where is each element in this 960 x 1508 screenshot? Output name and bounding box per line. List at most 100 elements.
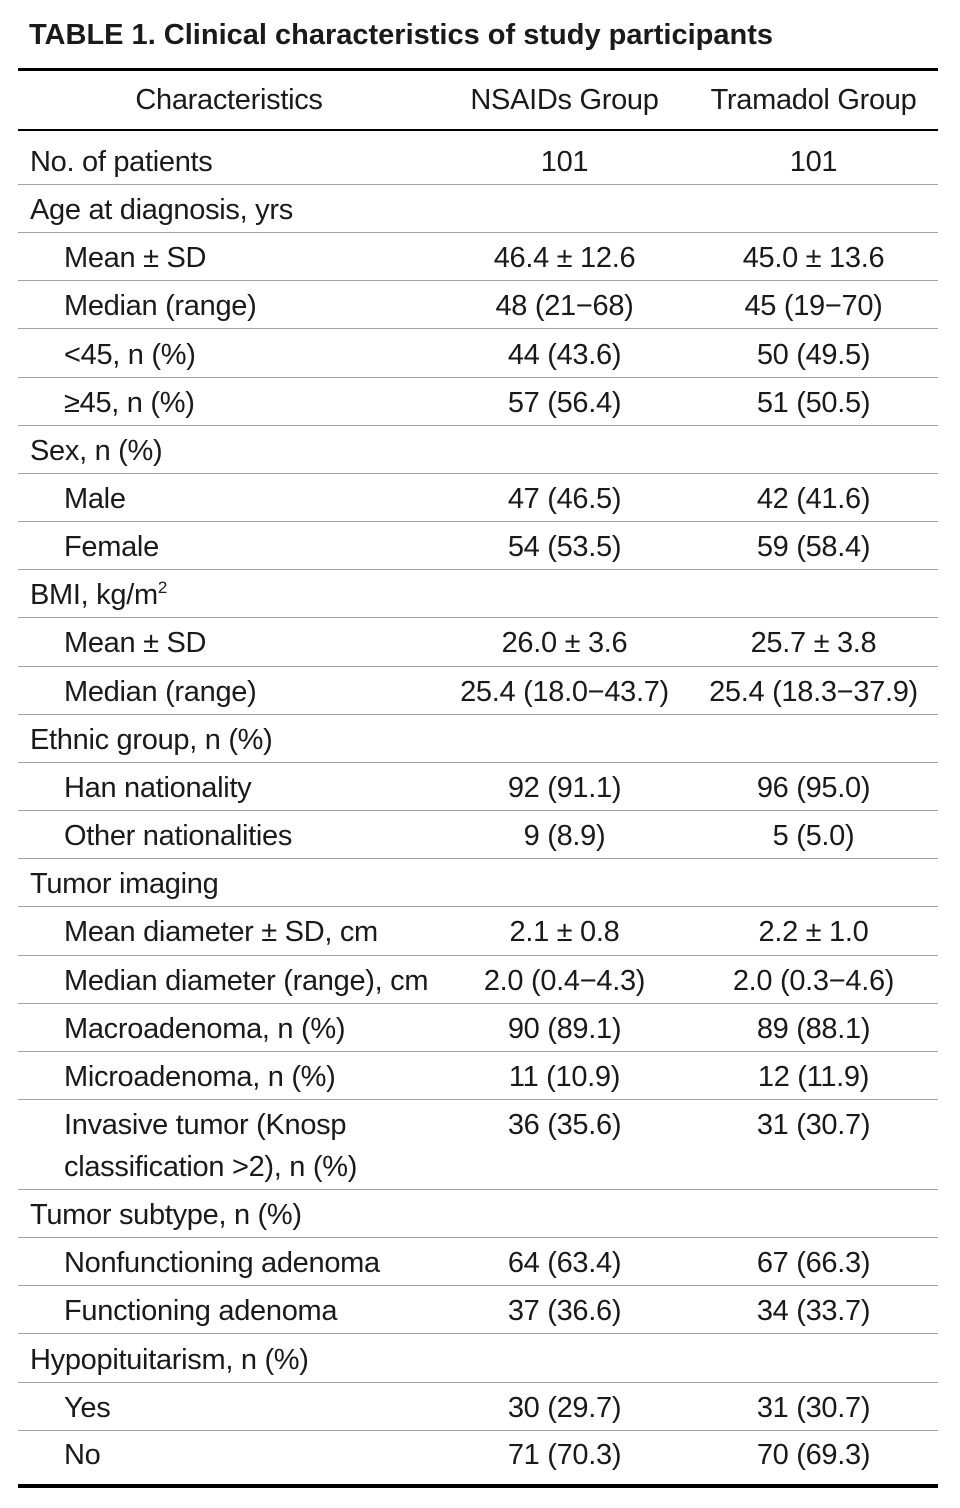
nsaids-value: 44 (43.6) [507, 338, 622, 371]
nsaids-value: 90 (89.1) [507, 1012, 622, 1045]
table-row: ≥45, n (%) 57 (56.4) 51 (50.5) [18, 378, 938, 426]
section-row: Hypopituitarism, n (%) [18, 1334, 938, 1383]
table-row: Female 54 (53.5) 59 (58.4) [18, 522, 938, 571]
nsaids-value: 46.4 ± 12.6 [493, 242, 636, 275]
table-row: Microadenoma, n (%) 11 (10.9) 12 (11.9) [18, 1052, 938, 1100]
table-row: Yes 30 (29.7) 31 (30.7) [18, 1383, 938, 1431]
tramadol-value: 59 (58.4) [756, 531, 871, 564]
table-row: No 71 (70.3) 70 (69.3) [18, 1431, 938, 1484]
nsaids-value: 92 (91.1) [507, 771, 622, 804]
section-label: Sex, n (%) [30, 434, 163, 467]
row-label: Female [64, 531, 159, 564]
row-label: ≥45, n (%) [64, 386, 195, 419]
tramadol-value: 2.0 (0.3−4.6) [732, 964, 895, 997]
row-label: No [64, 1439, 101, 1472]
row-label: Median (range) [64, 290, 257, 323]
table-row: Mean diameter ± SD, cm 2.1 ± 0.8 2.2 ± 1… [18, 907, 938, 956]
nsaids-value: 25.4 (18.0−43.7) [460, 675, 669, 708]
nsaids-value: 26.0 ± 3.6 [501, 627, 628, 660]
nsaids-value: 64 (63.4) [507, 1247, 622, 1280]
section-row: Tumor imaging [18, 859, 938, 908]
row-label: Male [64, 483, 126, 516]
tramadol-value: 25.7 ± 3.8 [750, 627, 877, 660]
tramadol-value: 101 [789, 145, 838, 178]
table-row: Other nationalities 9 (8.9) 5 (5.0) [18, 811, 938, 860]
tramadol-value: 89 (88.1) [756, 1012, 871, 1045]
nsaids-value: 57 (56.4) [507, 386, 622, 419]
tramadol-value: 45.0 ± 13.6 [742, 242, 885, 275]
table-row: Median (range) 25.4 (18.0−43.7) 25.4 (18… [18, 667, 938, 715]
table-row: Mean ± SD 46.4 ± 12.6 45.0 ± 13.6 [18, 233, 938, 282]
table-row: Macroadenoma, n (%) 90 (89.1) 89 (88.1) [18, 1004, 938, 1052]
tramadol-value: 31 (30.7) [756, 1391, 871, 1424]
header-row: Characteristics NSAIDs Group Tramadol Gr… [18, 71, 938, 129]
table-row: No. of patients 101 101 [18, 131, 938, 185]
table-row: Han nationality 92 (91.1) 96 (95.0) [18, 763, 938, 812]
section-row: Age at diagnosis, yrs [18, 185, 938, 234]
tramadol-value: 51 (50.5) [756, 386, 871, 419]
nsaids-value: 11 (10.9) [508, 1060, 621, 1093]
row-label: Mean ± SD [64, 242, 207, 275]
nsaids-value: 54 (53.5) [507, 531, 622, 564]
nsaids-value: 37 (36.6) [507, 1295, 622, 1328]
column-header-nsaids-group: NSAIDs Group [470, 84, 659, 116]
section-row: BMI, kg/m2 [18, 570, 938, 619]
section-label: Tumor imaging [30, 868, 219, 901]
table-row: Invasive tumor (Knosp classification >2)… [18, 1100, 938, 1190]
section-row: Ethnic group, n (%) [18, 715, 938, 763]
tramadol-value: 45 (19−70) [744, 290, 883, 323]
clinical-characteristics-table: Characteristics NSAIDs Group Tramadol Gr… [18, 68, 938, 1488]
tramadol-value: 25.4 (18.3−37.9) [709, 675, 918, 708]
table-row: Median diameter (range), cm 2.0 (0.4−4.3… [18, 956, 938, 1004]
section-row: Sex, n (%) [18, 426, 938, 474]
section-row: Tumor subtype, n (%) [18, 1190, 938, 1239]
tramadol-value: 5 (5.0) [772, 820, 855, 853]
row-label: Macroadenoma, n (%) [64, 1012, 346, 1045]
bottom-rule [18, 1483, 938, 1488]
row-label: Microadenoma, n (%) [64, 1060, 336, 1093]
nsaids-value: 2.1 ± 0.8 [509, 916, 620, 949]
section-label: Hypopituitarism, n (%) [30, 1343, 309, 1376]
row-label: Functioning adenoma [64, 1295, 338, 1328]
table-row: Nonfunctioning adenoma 64 (63.4) 67 (66.… [18, 1238, 938, 1287]
nsaids-value: 48 (21−68) [495, 290, 634, 323]
tramadol-value: 42 (41.6) [756, 483, 871, 516]
table-row: Median (range) 48 (21−68) 45 (19−70) [18, 281, 938, 330]
section-label: Ethnic group, n (%) [30, 723, 273, 756]
nsaids-value: 101 [540, 145, 589, 178]
tramadol-value: 96 (95.0) [756, 771, 871, 804]
row-label: Nonfunctioning adenoma [64, 1247, 380, 1280]
tramadol-value: 12 (11.9) [757, 1060, 870, 1093]
section-label-text: BMI, kg/m [30, 579, 158, 612]
tramadol-value: 50 (49.5) [756, 338, 871, 371]
row-label: Median diameter (range), cm [64, 964, 429, 997]
column-header-tramadol-group: Tramadol Group [710, 84, 917, 116]
row-label: Han nationality [64, 771, 252, 804]
section-label: BMI, kg/m2 [18, 574, 440, 616]
nsaids-value: 2.0 (0.4−4.3) [483, 964, 646, 997]
top-rule [18, 68, 938, 71]
nsaids-value: 71 (70.3) [507, 1439, 622, 1472]
table-row: Mean ± SD 26.0 ± 3.6 25.7 ± 3.8 [18, 618, 938, 667]
superscript: 2 [157, 578, 168, 598]
row-label: Invasive tumor (Knosp classification >2)… [64, 1108, 358, 1183]
nsaids-value: 47 (46.5) [507, 483, 622, 516]
table-row: Male 47 (46.5) 42 (41.6) [18, 474, 938, 523]
row-label: <45, n (%) [64, 338, 196, 371]
column-header-characteristics: Characteristics [135, 84, 323, 116]
row-label: Other nationalities [64, 820, 293, 853]
header-rule [18, 129, 938, 131]
table-row: <45, n (%) 44 (43.6) 50 (49.5) [18, 329, 938, 378]
row-label: Yes [64, 1391, 111, 1424]
nsaids-value: 30 (29.7) [507, 1391, 622, 1424]
row-label: Mean diameter ± SD, cm [64, 916, 378, 949]
tramadol-value: 67 (66.3) [756, 1247, 871, 1280]
section-label: Tumor subtype, n (%) [30, 1199, 302, 1232]
tramadol-value: 31 (30.7) [756, 1108, 871, 1141]
table-title: TABLE 1. Clinical characteristics of stu… [29, 19, 774, 51]
row-label: Median (range) [64, 675, 257, 708]
row-label: No. of patients [30, 145, 213, 178]
tramadol-value: 2.2 ± 1.0 [758, 916, 869, 949]
tramadol-value: 34 (33.7) [756, 1295, 871, 1328]
nsaids-value: 36 (35.6) [507, 1108, 622, 1141]
